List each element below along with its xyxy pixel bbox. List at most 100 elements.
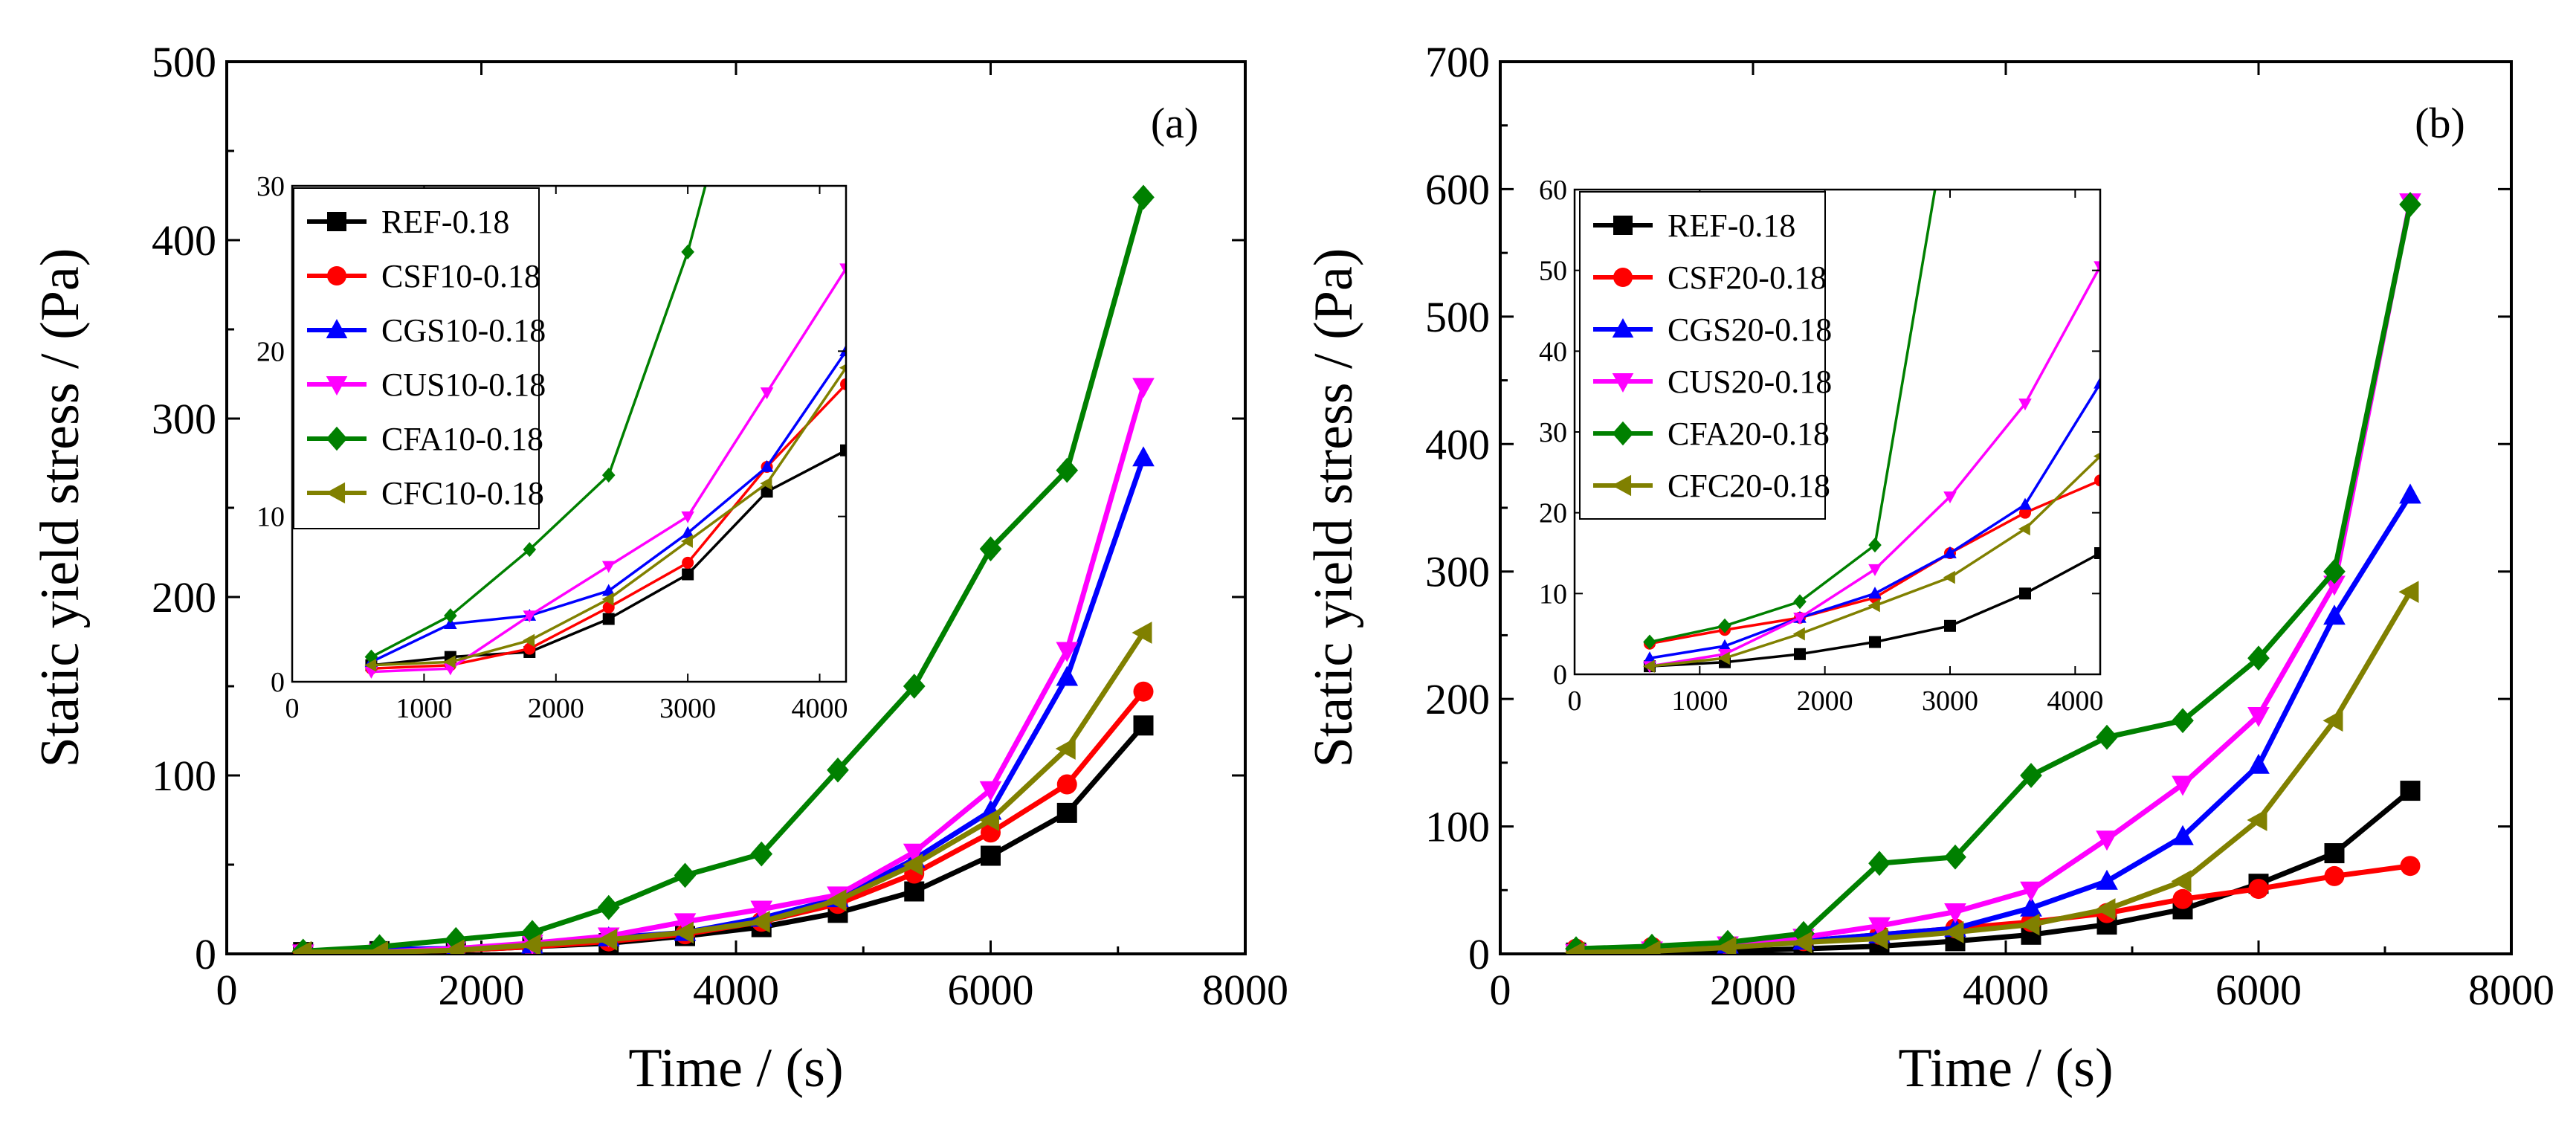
inset-data-point-CFC10-0.18 — [443, 655, 456, 669]
series-line-CFC20-0.18 — [1575, 590, 2413, 954]
inset-data-point-CGS20-0.18 — [1718, 639, 1731, 651]
y-tick-label: 0 — [1468, 930, 1490, 978]
data-point-CFC20-0.18 — [2247, 809, 2267, 831]
data-point-CUS20-0.18 — [1944, 903, 1966, 923]
x-tick-label: 2000 — [1710, 966, 1796, 1014]
x-tick-label: 0 — [216, 966, 238, 1014]
inset-data-point-CFA10-0.18 — [601, 468, 616, 483]
series-group — [291, 184, 1155, 954]
data-point-CFA20-0.18 — [1868, 851, 1891, 877]
x-tick-label: 0 — [1490, 966, 1511, 1014]
legend-label: CFA20-0.18 — [1668, 416, 1830, 452]
data-point-CFA20-0.18 — [2247, 645, 2270, 671]
data-point-CSF20-0.18 — [2324, 865, 2345, 886]
inset-data-point-CUS10-0.18 — [601, 561, 616, 573]
data-point-CFC10-0.18 — [978, 809, 999, 831]
data-point-CFA10-0.18 — [1056, 457, 1079, 483]
data-point-CFC20-0.18 — [1792, 931, 1812, 954]
x-tick-label: 4000 — [1963, 966, 2049, 1014]
inset-x-tick-label: 2000 — [528, 693, 584, 724]
inset-data-point-CUS10-0.18 — [839, 263, 846, 276]
legend-label: CFC10-0.18 — [381, 475, 544, 512]
series-line-CFC10-0.18 — [303, 631, 1146, 954]
y-tick-label: 300 — [1425, 548, 1490, 596]
data-point-CFC10-0.18 — [1055, 738, 1076, 760]
data-point-CUS20-0.18 — [2172, 775, 2194, 796]
y-axis-title: Static yield stress / (Pa) — [1303, 248, 1364, 768]
inset-data-point-CSF10-0.18 — [840, 378, 846, 390]
data-point-REF-0.18 — [2324, 843, 2345, 864]
inset-chart: 0 1000 2000 3000 4000 0 10 20 30 REF-0.18 CSF10-0.… — [256, 171, 848, 724]
data-point-CFC20-0.18 — [1716, 936, 1737, 954]
x-tick-label: 6000 — [948, 966, 1034, 1014]
inset-data-point-CGS20-0.18 — [1643, 651, 1656, 664]
inset-data-point-CSF10-0.18 — [682, 556, 694, 569]
data-point-CFC10-0.18 — [597, 928, 618, 951]
panel-b: 0 2000 4000 6000 80000100200300400500600700T… — [1303, 38, 2554, 1099]
inset-data-point-REF-0.18 — [840, 444, 846, 456]
data-point-REF-0.18 — [2400, 781, 2421, 801]
inset-data-point-CFC10-0.18 — [601, 593, 614, 606]
y-tick-label: 700 — [1425, 38, 1490, 86]
inset-data-point-CGS20-0.18 — [2094, 376, 2100, 389]
inset-data-point-REF-0.18 — [2019, 587, 2031, 600]
inset-data-point-CFA10-0.18 — [444, 608, 457, 624]
legend-label: CFC20-0.18 — [1668, 468, 1830, 504]
inset-x-tick-label: 1000 — [396, 693, 452, 724]
data-point-CFA20-0.18 — [2399, 192, 2421, 217]
data-point-CFC20-0.18 — [2171, 870, 2192, 893]
data-point-REF-0.18 — [1056, 802, 1077, 823]
inset-data-point-CFA10-0.18 — [364, 649, 378, 665]
series-line-REF-0.18 — [1575, 788, 2412, 954]
x-tick-label: 4000 — [693, 966, 779, 1014]
data-point-REF-0.18 — [904, 881, 925, 902]
data-point-CGS10-0.18 — [1132, 446, 1155, 467]
inset-data-point-CFC10-0.18 — [523, 633, 535, 648]
data-point-CSF20-0.18 — [2248, 879, 2269, 900]
inset-x-tick-label: 0 — [285, 693, 300, 724]
legend-label: CFA10-0.18 — [381, 421, 543, 457]
inset-y-tick-label: 30 — [256, 171, 285, 202]
data-point-CFA20-0.18 — [2323, 558, 2346, 584]
data-point-CFC10-0.18 — [291, 940, 312, 954]
legend: REF-0.18 CSF20-0.18 CGS20-0.18 CUS20-0.18 CF… — [1579, 191, 1832, 520]
inset-x-tick-label: 4000 — [2047, 685, 2103, 717]
y-tick-label: 400 — [152, 216, 216, 265]
legend-marker — [1612, 474, 1632, 497]
data-point-CFA20-0.18 — [1944, 844, 1966, 870]
data-point-CFA10-0.18 — [674, 862, 697, 888]
inset-data-point-CSF20-0.18 — [2094, 474, 2100, 487]
data-point-CFC10-0.18 — [903, 854, 923, 876]
data-point-CFC20-0.18 — [2019, 913, 2040, 936]
legend-label: CSF20-0.18 — [1668, 259, 1827, 296]
data-point-CFC10-0.18 — [749, 910, 770, 933]
data-point-CSF10-0.18 — [1133, 681, 1154, 702]
x-axis-title: Time / (s) — [1898, 1038, 2113, 1099]
data-point-CFC10-0.18 — [444, 939, 465, 954]
legend-box — [293, 187, 540, 529]
legend-marker — [1612, 318, 1634, 338]
x-axis-title: Time / (s) — [628, 1038, 843, 1099]
data-point-CFA20-0.18 — [2172, 708, 2194, 734]
data-point-CSF10-0.18 — [1056, 774, 1077, 795]
inset-data-point-CUS20-0.18 — [1943, 491, 1957, 504]
data-point-CFA10-0.18 — [903, 674, 926, 699]
legend-marker — [1612, 372, 1634, 393]
inset-data-point-CGS20-0.18 — [1868, 587, 1882, 599]
data-point-CFC20-0.18 — [2095, 898, 2116, 920]
data-point-CGS20-0.18 — [2096, 869, 2118, 890]
legend: REF-0.18 CSF10-0.18 CGS10-0.18 CUS10-0.18 CF… — [293, 187, 546, 529]
inset-chart: 0 1000 2000 3000 4000 0 10 20 30 40 50 60 REF-0.18 CS… — [1539, 175, 2103, 717]
data-point-CFC20-0.18 — [1640, 940, 1661, 954]
inset-data-point-CGS20-0.18 — [1943, 546, 1957, 558]
legend-marker — [1613, 216, 1633, 235]
data-point-CUS10-0.18 — [674, 913, 697, 934]
legend-label: CSF10-0.18 — [381, 258, 540, 294]
x-tick-label: 2000 — [439, 966, 525, 1014]
inset-data-point-REF-0.18 — [602, 613, 615, 625]
data-point-CGS20-0.18 — [2172, 825, 2194, 845]
inset-data-point-CFC20-0.18 — [1792, 627, 1805, 641]
data-point-CFA10-0.18 — [750, 841, 773, 867]
